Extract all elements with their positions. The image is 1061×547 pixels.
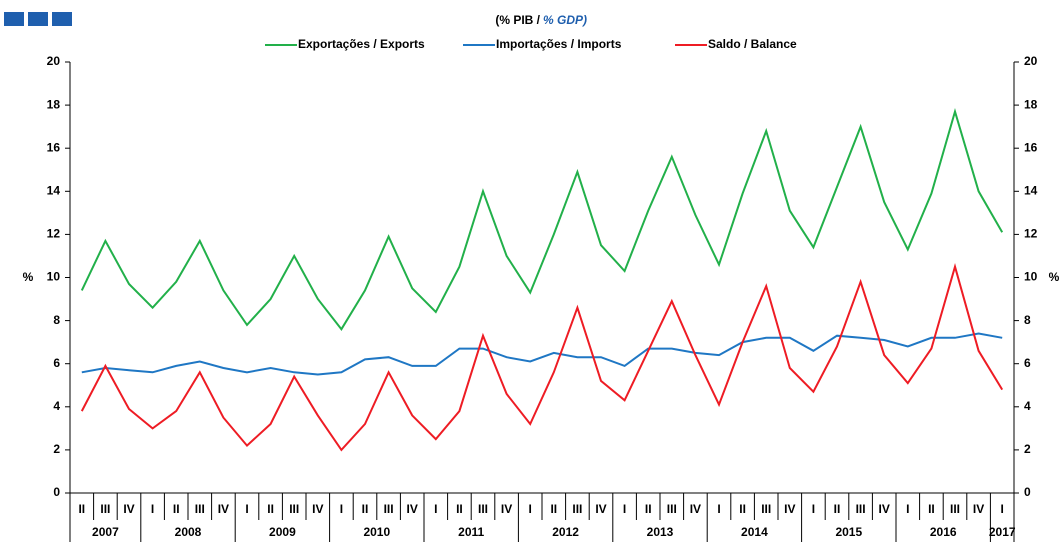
x-tick-label: III bbox=[195, 502, 205, 516]
legend-label: Exportações / Exports bbox=[298, 37, 425, 51]
series-line bbox=[80, 108, 1004, 331]
x-tick-label: II bbox=[834, 502, 841, 516]
x-tick-label: I bbox=[906, 502, 909, 516]
logo-block bbox=[52, 12, 72, 26]
x-tick-label: I bbox=[1001, 502, 1004, 516]
y2-tick-label: 16 bbox=[1024, 140, 1038, 154]
x-tick-label: IV bbox=[784, 502, 795, 516]
x-tick-label: I bbox=[434, 502, 437, 516]
x-tick-label: III bbox=[761, 502, 771, 516]
x-tick-label: IV bbox=[690, 502, 701, 516]
x-tick-label: I bbox=[623, 502, 626, 516]
year-label: 2016 bbox=[930, 525, 957, 539]
y2-axis-label: % bbox=[1049, 270, 1060, 284]
x-tick-label: II bbox=[739, 502, 746, 516]
year-label: 2015 bbox=[835, 525, 862, 539]
y-tick-label: 4 bbox=[53, 399, 60, 413]
y-tick-label: 2 bbox=[53, 442, 60, 456]
x-tick-label: IV bbox=[501, 502, 512, 516]
subtitle: (% PIB / bbox=[495, 13, 540, 27]
x-tick-label: IV bbox=[218, 502, 229, 516]
x-tick-label: III bbox=[100, 502, 110, 516]
year-label: 2008 bbox=[175, 525, 202, 539]
x-tick-label: III bbox=[667, 502, 677, 516]
y2-tick-label: 4 bbox=[1024, 399, 1031, 413]
legend-label: Importações / Imports bbox=[496, 37, 622, 51]
x-tick-label: I bbox=[812, 502, 815, 516]
y-tick-label: 8 bbox=[53, 313, 60, 327]
x-tick-label: I bbox=[151, 502, 154, 516]
y2-tick-label: 8 bbox=[1024, 313, 1031, 327]
series-line bbox=[81, 332, 1003, 376]
y-tick-label: 18 bbox=[47, 97, 61, 111]
year-label: 2014 bbox=[741, 525, 768, 539]
year-label: 2013 bbox=[647, 525, 674, 539]
x-tick-label: IV bbox=[312, 502, 323, 516]
logo-block bbox=[28, 12, 48, 26]
year-label: 2010 bbox=[363, 525, 390, 539]
y2-tick-label: 2 bbox=[1024, 442, 1031, 456]
x-tick-label: I bbox=[245, 502, 248, 516]
x-tick-label: II bbox=[928, 502, 935, 516]
year-label: 2011 bbox=[458, 525, 484, 539]
legend-label: Saldo / Balance bbox=[708, 37, 797, 51]
y-axis-label: % bbox=[23, 270, 34, 284]
y2-tick-label: 20 bbox=[1024, 54, 1038, 68]
year-label: 2017 bbox=[989, 525, 1016, 539]
x-tick-label: III bbox=[950, 502, 960, 516]
year-label: 2012 bbox=[552, 525, 579, 539]
x-tick-label: II bbox=[362, 502, 369, 516]
x-tick-label: III bbox=[289, 502, 299, 516]
x-tick-label: III bbox=[478, 502, 488, 516]
x-tick-label: II bbox=[645, 502, 652, 516]
x-tick-label: IV bbox=[407, 502, 418, 516]
logo-block bbox=[4, 12, 24, 26]
x-tick-label: III bbox=[856, 502, 866, 516]
subtitle-en: % GDP) bbox=[543, 13, 587, 27]
series-line bbox=[80, 263, 1004, 452]
x-tick-label: III bbox=[384, 502, 394, 516]
x-tick-label: I bbox=[717, 502, 720, 516]
y2-tick-label: 10 bbox=[1024, 270, 1038, 284]
x-tick-label: IV bbox=[595, 502, 606, 516]
y-tick-label: 16 bbox=[47, 140, 61, 154]
x-tick-label: II bbox=[78, 502, 85, 516]
year-label: 2007 bbox=[92, 525, 119, 539]
x-tick-label: I bbox=[529, 502, 532, 516]
x-tick-label: IV bbox=[879, 502, 890, 516]
x-tick-label: II bbox=[550, 502, 557, 516]
y2-tick-label: 0 bbox=[1024, 485, 1031, 499]
x-tick-label: III bbox=[572, 502, 582, 516]
x-tick-label: II bbox=[267, 502, 274, 516]
y-tick-label: 6 bbox=[53, 356, 60, 370]
year-label: 2009 bbox=[269, 525, 296, 539]
y-tick-label: 10 bbox=[47, 270, 61, 284]
x-tick-label: IV bbox=[973, 502, 984, 516]
y-tick-label: 14 bbox=[47, 183, 61, 197]
x-tick-label: IV bbox=[123, 502, 134, 516]
y2-tick-label: 6 bbox=[1024, 356, 1031, 370]
x-tick-label: II bbox=[173, 502, 180, 516]
x-tick-label: I bbox=[340, 502, 343, 516]
x-tick-label: II bbox=[456, 502, 463, 516]
y-tick-label: 12 bbox=[47, 227, 61, 241]
y2-tick-label: 14 bbox=[1024, 183, 1038, 197]
y2-tick-label: 18 bbox=[1024, 97, 1038, 111]
y-tick-label: 0 bbox=[53, 485, 60, 499]
y-tick-label: 20 bbox=[47, 54, 61, 68]
y2-tick-label: 12 bbox=[1024, 227, 1038, 241]
